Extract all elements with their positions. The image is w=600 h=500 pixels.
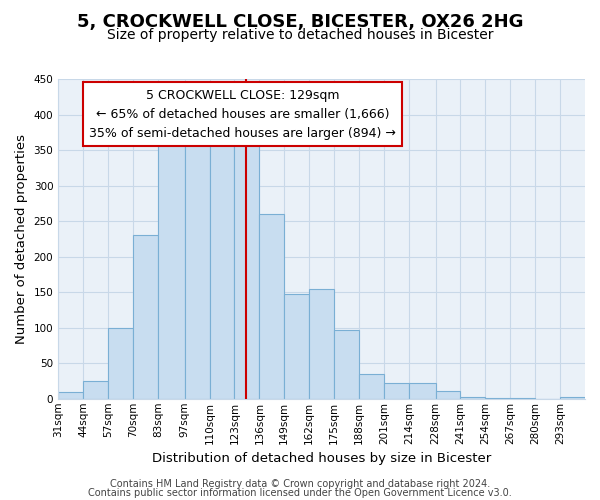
Bar bbox=[359, 374, 384, 399]
Text: Contains HM Land Registry data © Crown copyright and database right 2024.: Contains HM Land Registry data © Crown c… bbox=[110, 479, 490, 489]
Bar bbox=[108, 328, 133, 399]
Y-axis label: Number of detached properties: Number of detached properties bbox=[15, 134, 28, 344]
Bar bbox=[409, 383, 436, 399]
Bar bbox=[133, 236, 158, 399]
Bar bbox=[158, 140, 185, 399]
Bar bbox=[334, 330, 359, 399]
Text: 5 CROCKWELL CLOSE: 129sqm
← 65% of detached houses are smaller (1,666)
35% of se: 5 CROCKWELL CLOSE: 129sqm ← 65% of detac… bbox=[89, 88, 396, 140]
Bar bbox=[485, 398, 510, 399]
Bar bbox=[58, 392, 83, 399]
Bar bbox=[460, 398, 485, 399]
Bar bbox=[185, 136, 209, 399]
Bar bbox=[259, 214, 284, 399]
Bar bbox=[309, 288, 334, 399]
Bar bbox=[510, 398, 535, 399]
Bar bbox=[284, 294, 309, 399]
Bar bbox=[83, 381, 108, 399]
Text: 5, CROCKWELL CLOSE, BICESTER, OX26 2HG: 5, CROCKWELL CLOSE, BICESTER, OX26 2HG bbox=[77, 12, 523, 30]
Bar bbox=[436, 391, 460, 399]
Bar bbox=[384, 383, 409, 399]
Bar bbox=[235, 144, 259, 399]
Text: Contains public sector information licensed under the Open Government Licence v3: Contains public sector information licen… bbox=[88, 488, 512, 498]
Bar bbox=[560, 398, 585, 399]
Bar bbox=[209, 134, 235, 399]
X-axis label: Distribution of detached houses by size in Bicester: Distribution of detached houses by size … bbox=[152, 452, 491, 465]
Text: Size of property relative to detached houses in Bicester: Size of property relative to detached ho… bbox=[107, 28, 493, 42]
